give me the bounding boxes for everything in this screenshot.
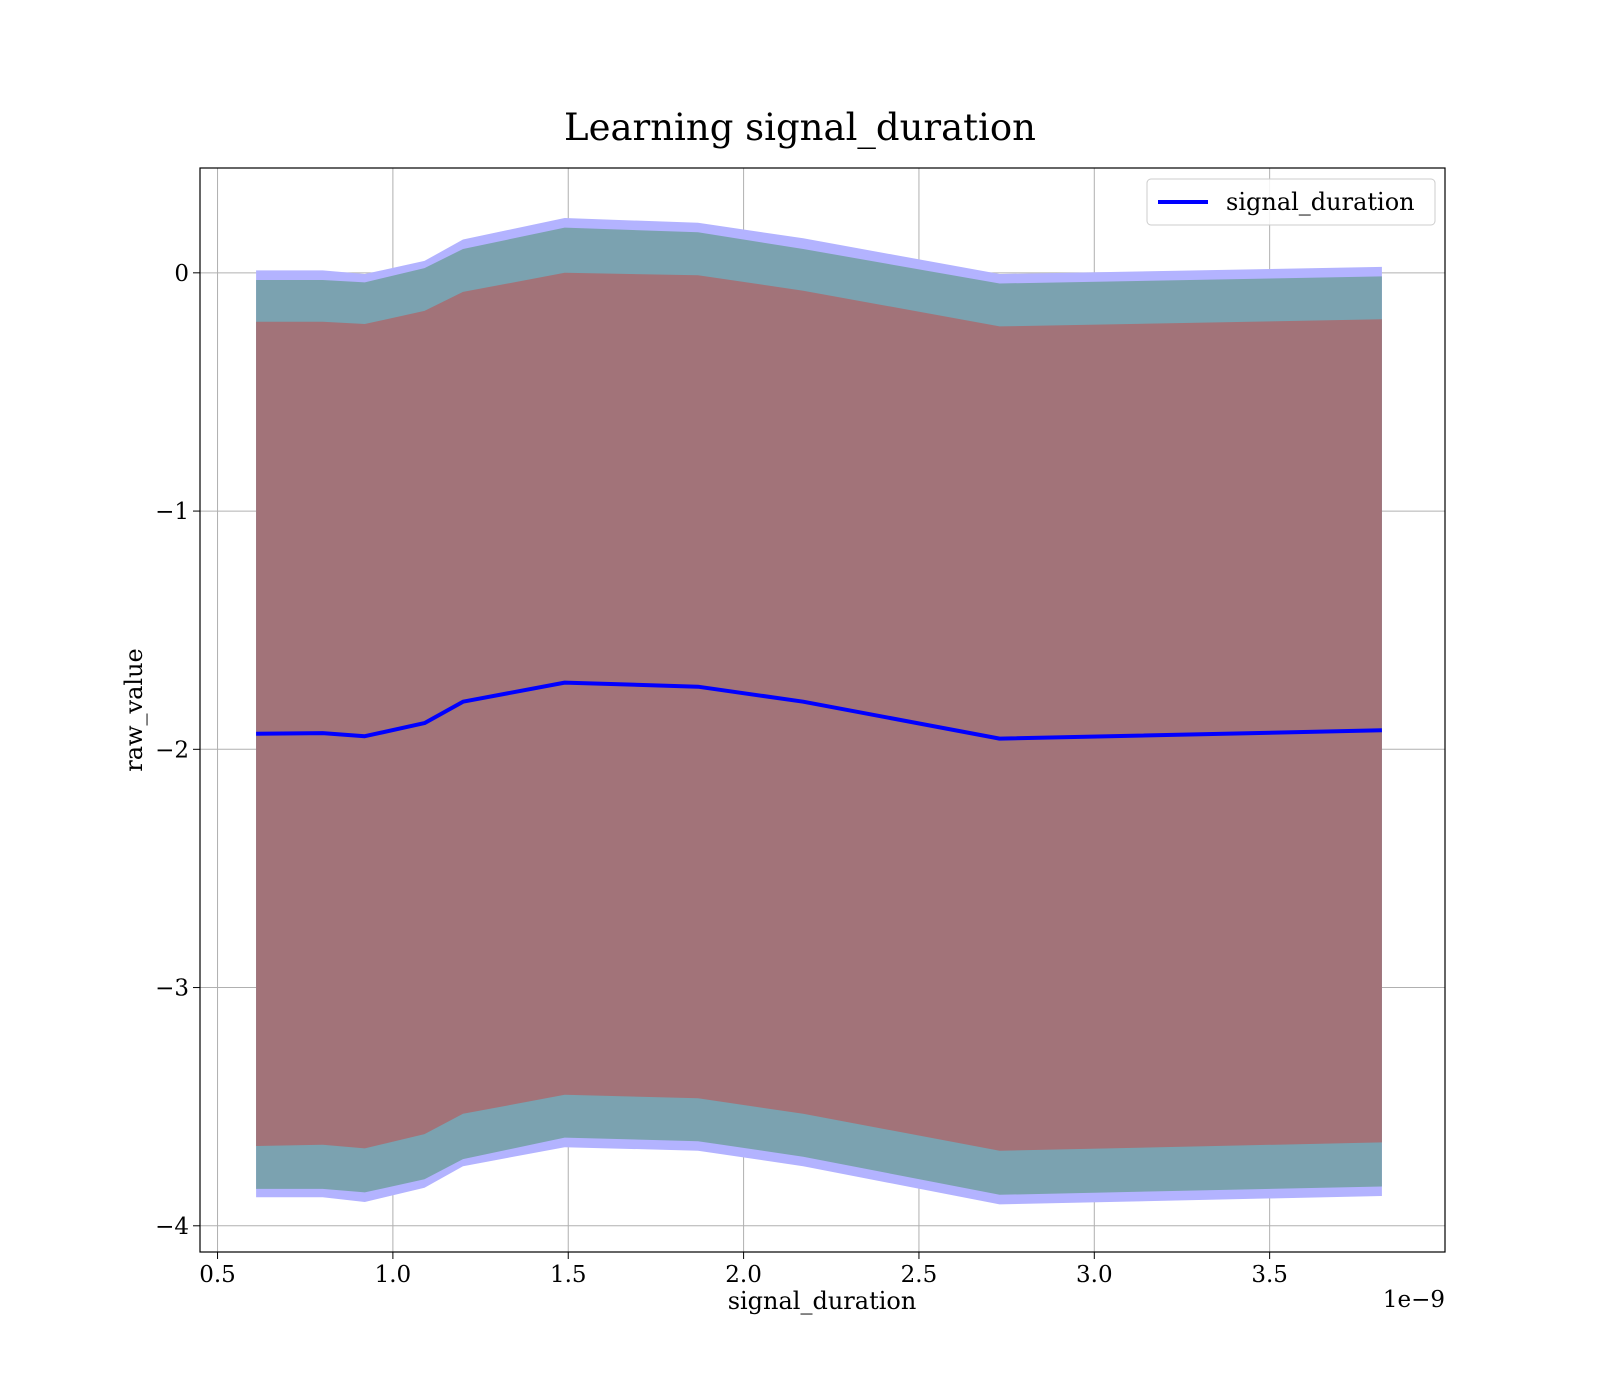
y-tick-label: −1	[155, 499, 189, 525]
y-tick-label: 0	[174, 261, 189, 287]
x-tick-label: 0.5	[199, 1262, 236, 1288]
legend-label-signal-duration: signal_duration	[1226, 188, 1415, 216]
x-tick-label: 1.5	[550, 1262, 587, 1288]
plot-frame	[199, 167, 1446, 1253]
legend: signal_duration	[1146, 178, 1436, 226]
confidence-bands	[256, 218, 1382, 1205]
series-line-signal-duration	[256, 680, 1382, 741]
x-axis-offset-label: 1e−9	[1383, 1287, 1445, 1313]
series-lines	[256, 680, 1382, 741]
x-tick-label: 3.5	[1251, 1262, 1288, 1288]
y-tick-label: −2	[155, 737, 189, 763]
y-axis-label: raw_value	[120, 648, 148, 772]
inner-band	[256, 272, 1382, 1151]
y-tick-label: −3	[155, 976, 189, 1002]
x-axis-label: signal_duration	[728, 1287, 917, 1315]
axis-ticks: 0.5 1.0 1.5 2.0 2.5 3.0 3.5 0 −1 −2 −3 −4	[155, 261, 1288, 1288]
legend-box	[1146, 178, 1436, 226]
x-tick-label: 2.0	[725, 1262, 762, 1288]
x-tick-label: 3.0	[1076, 1262, 1113, 1288]
y-tick-label: −4	[155, 1214, 189, 1240]
x-tick-label: 1.0	[375, 1262, 412, 1288]
chart-title: Learning signal_duration	[564, 106, 1036, 150]
x-tick-label: 2.5	[901, 1262, 938, 1288]
